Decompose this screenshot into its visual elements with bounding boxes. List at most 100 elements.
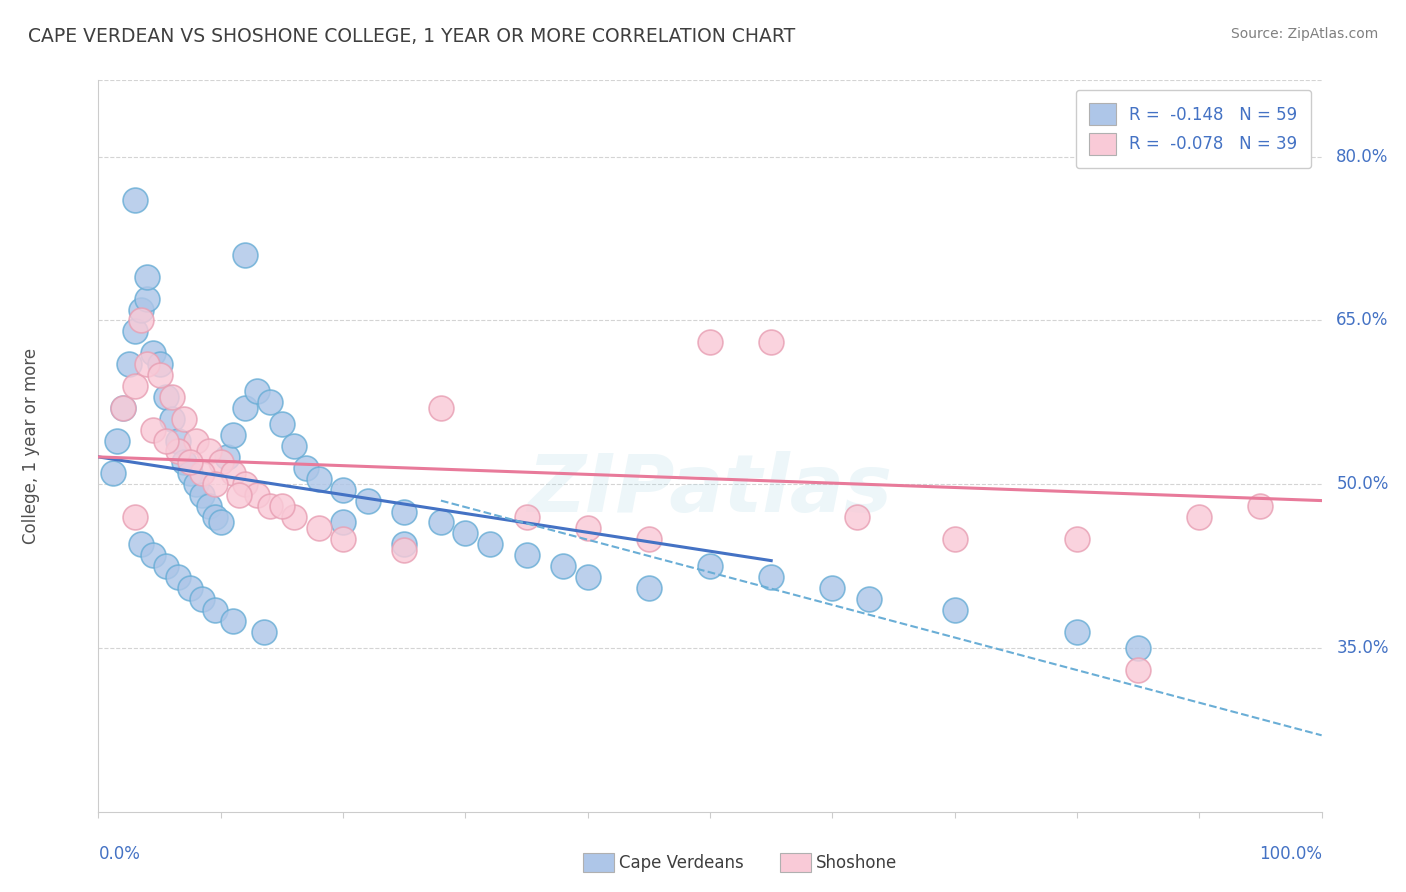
Point: [637, 581, 661, 595]
Point: [142, 423, 165, 437]
Point: [129, 302, 152, 317]
Point: [204, 510, 226, 524]
Point: [233, 401, 256, 415]
Point: [160, 390, 183, 404]
Point: [295, 460, 318, 475]
Point: [699, 335, 721, 350]
Point: [943, 603, 966, 617]
Point: [761, 335, 783, 350]
Text: 35.0%: 35.0%: [1336, 639, 1389, 657]
Point: [155, 390, 177, 404]
Point: [233, 477, 256, 491]
Point: [270, 417, 294, 432]
Point: [553, 559, 575, 574]
Text: 100.0%: 100.0%: [1258, 845, 1322, 863]
Point: [270, 499, 294, 513]
Point: [124, 194, 146, 208]
Point: [259, 499, 281, 513]
Point: [699, 559, 721, 574]
Point: [222, 428, 245, 442]
Text: 80.0%: 80.0%: [1336, 148, 1389, 166]
Text: 50.0%: 50.0%: [1336, 475, 1389, 493]
Point: [197, 499, 219, 513]
Point: [246, 384, 269, 399]
Point: [308, 472, 330, 486]
Point: [392, 542, 416, 557]
Point: [179, 455, 201, 469]
Point: [124, 379, 146, 393]
Point: [149, 357, 172, 371]
Point: [111, 401, 134, 415]
Point: [191, 467, 214, 481]
Point: [167, 570, 190, 584]
Point: [283, 439, 305, 453]
Point: [943, 532, 966, 546]
Legend: R =  -0.148   N = 59, R =  -0.078   N = 39: R = -0.148 N = 59, R = -0.078 N = 39: [1076, 90, 1310, 168]
Point: [1128, 640, 1150, 655]
Point: [197, 444, 219, 458]
Point: [111, 401, 134, 415]
Point: [454, 526, 477, 541]
Point: [576, 570, 599, 584]
Point: [1066, 624, 1088, 639]
Point: [136, 269, 159, 284]
Point: [142, 548, 165, 562]
Point: [155, 559, 177, 574]
Point: [124, 510, 146, 524]
Point: [101, 467, 124, 481]
Text: Source: ZipAtlas.com: Source: ZipAtlas.com: [1230, 27, 1378, 41]
Point: [186, 477, 208, 491]
Text: Shoshone: Shoshone: [815, 854, 897, 871]
Point: [761, 570, 783, 584]
Point: [191, 591, 214, 606]
Point: [149, 368, 172, 382]
Point: [155, 434, 177, 448]
Point: [516, 548, 538, 562]
Text: College, 1 year or more: College, 1 year or more: [22, 348, 41, 544]
Text: Cape Verdeans: Cape Verdeans: [619, 854, 744, 871]
Point: [118, 357, 141, 371]
Point: [167, 434, 190, 448]
Point: [142, 346, 165, 360]
Point: [204, 477, 226, 491]
Point: [136, 292, 159, 306]
Text: 0.0%: 0.0%: [98, 845, 141, 863]
Point: [821, 581, 844, 595]
Point: [215, 450, 238, 464]
Point: [1188, 510, 1211, 524]
Point: [845, 510, 868, 524]
Point: [356, 493, 378, 508]
Point: [576, 521, 599, 535]
Point: [392, 537, 416, 551]
Point: [209, 516, 232, 530]
Point: [332, 483, 354, 497]
Point: [179, 581, 201, 595]
Point: [204, 603, 226, 617]
Point: [222, 467, 245, 481]
Point: [186, 434, 208, 448]
Point: [105, 434, 128, 448]
Text: 65.0%: 65.0%: [1336, 311, 1389, 329]
Point: [179, 467, 201, 481]
Point: [516, 510, 538, 524]
Point: [430, 516, 453, 530]
Point: [222, 614, 245, 628]
Point: [233, 248, 256, 262]
Point: [1128, 663, 1150, 677]
Point: [209, 455, 232, 469]
Point: [332, 532, 354, 546]
Point: [308, 521, 330, 535]
Point: [124, 324, 146, 338]
Point: [173, 411, 195, 425]
Point: [136, 357, 159, 371]
Point: [129, 313, 152, 327]
Text: ZIPatlas: ZIPatlas: [527, 450, 893, 529]
Point: [173, 455, 195, 469]
Point: [637, 532, 661, 546]
Point: [246, 488, 269, 502]
Point: [259, 395, 281, 409]
Point: [167, 444, 190, 458]
Point: [129, 537, 152, 551]
Point: [332, 516, 354, 530]
Point: [858, 591, 880, 606]
